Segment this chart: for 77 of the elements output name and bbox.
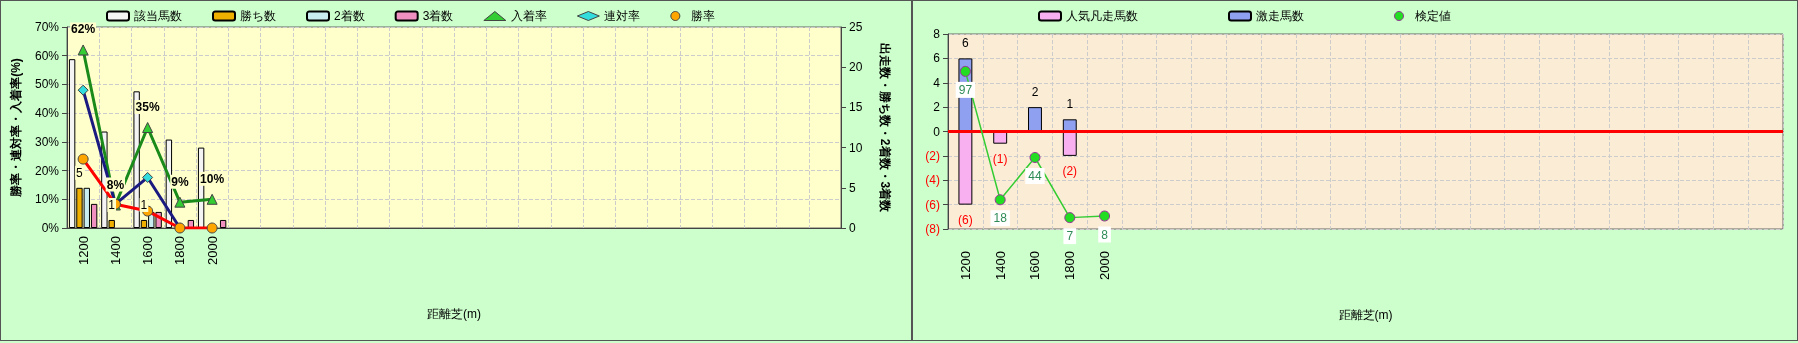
x-tick-label: 1400: [992, 251, 1008, 280]
x-tick-label: 1200: [957, 251, 973, 280]
y2-tick-label: 20: [849, 60, 863, 75]
point: [1099, 210, 1111, 222]
y-tick-label: 20%: [34, 163, 60, 178]
x-tick-label: 1200: [75, 236, 91, 265]
data-label: 8%: [106, 177, 125, 192]
legend-label: 連対率: [604, 9, 641, 23]
y2-tick-label: 5: [849, 180, 856, 195]
legend-label: 検定値: [1415, 9, 1451, 23]
x-tick-label: 1800: [1062, 251, 1078, 280]
x-tick-label: 1400: [107, 236, 123, 265]
data-label: (6): [958, 212, 973, 227]
legend-label: 3着数: [422, 9, 454, 23]
data-label: 5: [76, 165, 84, 180]
data-label: 18: [993, 211, 1008, 226]
y-tick-label: 30%: [34, 134, 60, 149]
y2-tick-label: 10: [849, 140, 863, 155]
legend-label: 人気凡走馬数: [1066, 9, 1138, 23]
legend-label: 該当馬数: [134, 9, 182, 23]
y-tick-label: 50%: [34, 77, 60, 92]
x-tick-label: 1600: [1027, 251, 1043, 280]
x-tick-label: 1600: [140, 236, 156, 265]
legend-label: 2着数: [334, 9, 365, 23]
data-label: (2): [1062, 163, 1078, 178]
data-label: 9%: [171, 174, 189, 189]
y-tick-label: 10%: [34, 192, 60, 207]
bar: [1062, 131, 1077, 156]
y-tick-label: 0: [933, 124, 941, 139]
y-tick-label: 2: [933, 100, 941, 115]
y-tick-label: 0%: [41, 221, 60, 235]
legend-label: 入着率: [510, 9, 547, 23]
data-label: 10%: [200, 171, 225, 186]
data-label: 1: [108, 197, 116, 212]
data-label: 97: [958, 82, 973, 97]
legend-label: 勝率: [691, 9, 716, 23]
bar: [958, 131, 973, 205]
x-tick-label: 1800: [172, 236, 188, 265]
data-label: 62%: [71, 22, 96, 37]
point: [1064, 212, 1076, 224]
y-tick-label: 60%: [34, 48, 60, 63]
bar: [993, 131, 1008, 144]
point: [994, 194, 1006, 206]
y2-axis-title: 出走数・勝ち数・2着数・3着数: [878, 42, 892, 214]
y-tick-label: 70%: [34, 20, 60, 34]
bar: [1028, 107, 1042, 132]
data-label: 44: [1028, 169, 1042, 183]
y-tick-label: (2): [925, 148, 940, 163]
legend-label: 激走馬数: [1256, 9, 1304, 23]
data-label: 2: [1031, 85, 1039, 100]
x-tick-label: 2000: [1097, 251, 1113, 280]
legend-label: 勝ち数: [240, 9, 276, 23]
bar: [1062, 119, 1077, 132]
y-axis-title: 勝率・連対率・入着率(%): [9, 58, 23, 198]
y-tick-label: 6: [933, 51, 941, 66]
y2-tick-label: 0: [849, 221, 856, 235]
x-axis-title: 距離芝(m): [427, 307, 481, 321]
y-tick-label: 8: [933, 27, 941, 41]
x-axis-title: 距離芝(m): [1338, 308, 1393, 322]
data-label: 1: [140, 197, 148, 212]
y-tick-label: (4): [925, 173, 940, 188]
data-label: 7: [1066, 229, 1074, 244]
y-tick-label: 40%: [34, 106, 60, 121]
data-label: 8: [1101, 227, 1109, 242]
y2-tick-label: 15: [849, 100, 863, 115]
data-label: 6: [962, 36, 970, 51]
bar: [219, 219, 227, 228]
x-tick-label: 2000: [204, 236, 220, 265]
point: [1029, 152, 1041, 163]
data-label: 1: [1066, 97, 1074, 112]
y-tick-label: 4: [933, 75, 941, 90]
point: [959, 65, 971, 77]
data-label: (1): [992, 151, 1008, 166]
y-tick-label: (8): [925, 222, 940, 236]
y2-tick-label: 25: [849, 20, 863, 34]
y-tick-label: (6): [925, 197, 940, 212]
data-label: 35%: [135, 100, 160, 114]
